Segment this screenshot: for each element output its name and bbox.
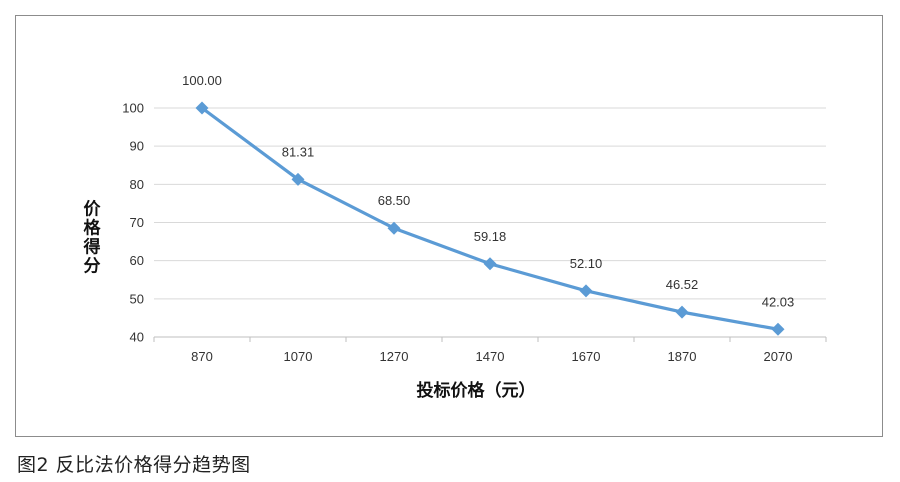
data-label: 46.52 <box>666 277 699 292</box>
x-tick-label: 1470 <box>476 349 505 364</box>
y-tick-label: 100 <box>122 101 144 116</box>
data-point-marker <box>675 305 689 319</box>
data-point-marker <box>483 257 497 271</box>
y-tick-label: 50 <box>130 291 144 306</box>
x-axis-title: 投标价格（元） <box>417 380 536 401</box>
y-axis: 40 50 60 70 80 90 100 <box>122 101 144 345</box>
y-tick-label: 90 <box>130 139 144 154</box>
x-axis <box>153 336 827 342</box>
data-label: 68.50 <box>378 193 411 208</box>
x-tick-label: 2070 <box>764 349 793 364</box>
x-tick-labels: 870 1070 1270 1470 1670 1870 2070 <box>191 349 792 364</box>
y-tick-label: 70 <box>130 215 144 230</box>
y-axis-title: 价格得分 <box>83 200 102 277</box>
series-line <box>200 106 780 331</box>
x-tick-label: 1070 <box>284 349 313 364</box>
data-label: 59.18 <box>474 229 507 244</box>
data-label: 42.03 <box>762 294 795 309</box>
data-point-marker <box>579 284 593 298</box>
figure-caption: 图2 反比法价格得分趋势图 <box>17 454 251 476</box>
y-tick-label: 40 <box>130 330 144 345</box>
x-tick-label: 1870 <box>668 349 697 364</box>
x-tick-label: 870 <box>191 349 213 364</box>
data-label: 81.31 <box>282 144 315 159</box>
series-line-group <box>200 106 780 331</box>
data-point-marker <box>195 101 209 115</box>
series-markers <box>195 101 785 336</box>
data-label: 100.00 <box>182 73 222 88</box>
data-labels: 100.00 81.31 68.50 59.18 52.10 46.52 42.03 <box>182 73 794 309</box>
data-point-marker <box>771 322 785 336</box>
data-point-marker <box>291 172 305 186</box>
y-tick-label: 60 <box>130 253 144 268</box>
data-point-marker <box>387 221 401 235</box>
chart-svg: 40 50 60 70 80 90 100 870 1070 1270 1470 1670 1870 2… <box>83 73 827 401</box>
x-tick-label: 1270 <box>380 349 409 364</box>
chart-frame <box>15 15 883 437</box>
y-tick-label: 80 <box>130 177 144 192</box>
gridlines <box>154 107 826 300</box>
data-label: 52.10 <box>570 256 603 271</box>
x-tick-label: 1670 <box>572 349 601 364</box>
